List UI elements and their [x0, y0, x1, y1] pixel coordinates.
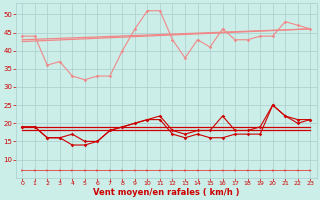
X-axis label: Vent moyen/en rafales ( km/h ): Vent moyen/en rafales ( km/h ): [93, 188, 239, 197]
